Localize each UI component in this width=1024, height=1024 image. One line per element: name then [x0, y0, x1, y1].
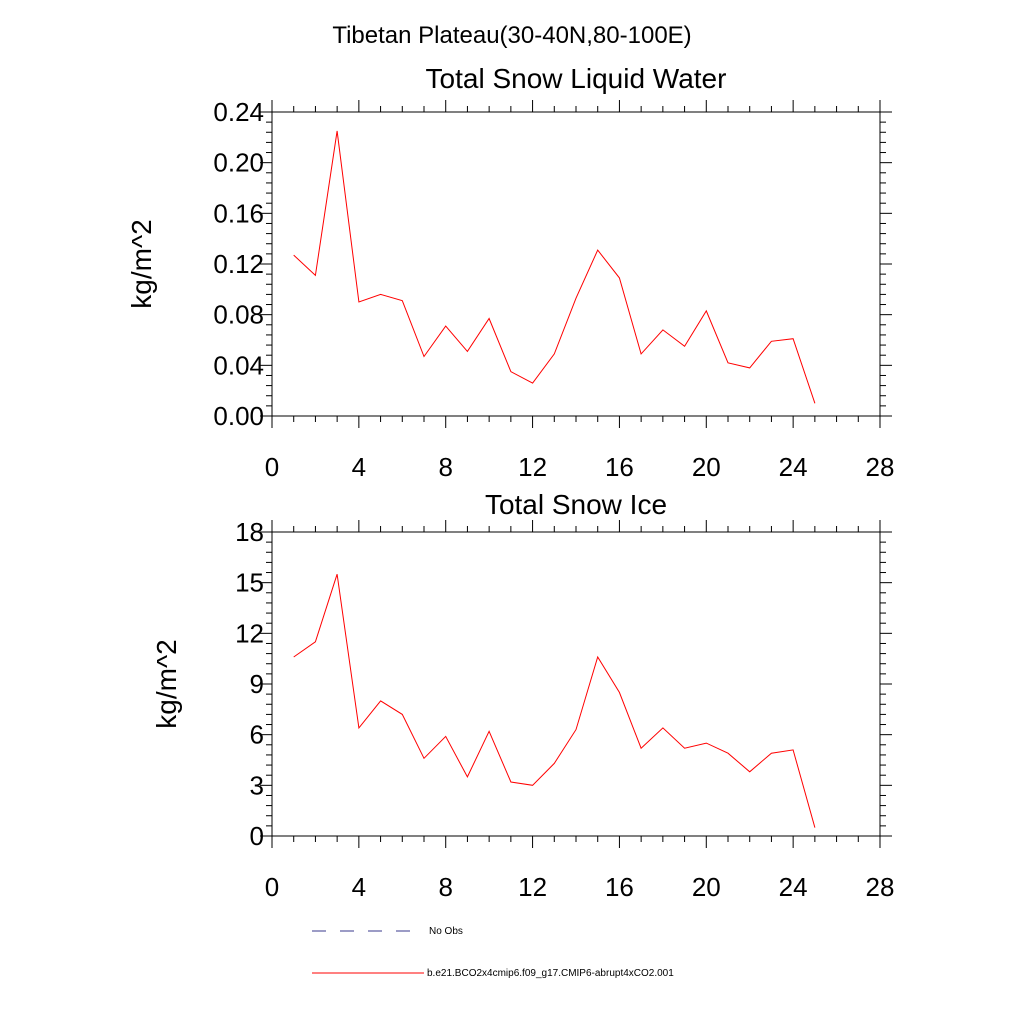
y-tick-label: 12: [235, 618, 264, 648]
y-tick-label: 0.20: [213, 148, 264, 178]
y-tick-label: 0.16: [213, 198, 264, 228]
x-tick-label: 16: [605, 872, 634, 902]
legend: No Obs b.e21.BCO2x4cmip6.f09_g17.CMIP6-a…: [312, 926, 674, 979]
x-tick-label: 20: [692, 452, 721, 482]
x-tick-label: 12: [518, 872, 547, 902]
y-tick-label: 6: [250, 720, 264, 750]
y-tick-label: 0.08: [213, 300, 264, 330]
x-tick-label: 4: [352, 872, 366, 902]
axis-ticks: [260, 520, 892, 848]
x-tick-label: 0: [265, 452, 279, 482]
plot-frame: [271, 531, 881, 837]
chart-title: Total Snow Liquid Water: [426, 63, 727, 94]
x-tick-label: 16: [605, 452, 634, 482]
y-tick-label: 15: [235, 568, 264, 598]
y-tick-label: 9: [250, 669, 264, 699]
x-tick-label: 8: [438, 872, 452, 902]
y-axis-label: kg/m^2: [151, 639, 182, 728]
x-tick-labels: 0 4 8 12 16 20 24 28: [265, 872, 895, 902]
y-tick-label: 0: [250, 821, 264, 851]
x-tick-label: 24: [779, 452, 808, 482]
y-tick-label: 18: [235, 517, 264, 547]
series-line: [293, 574, 816, 828]
y-tick-labels: 0 3 6 9 12 15 18: [235, 517, 264, 851]
x-tick-label: 20: [692, 872, 721, 902]
series-line: [293, 130, 816, 404]
legend-label-model: b.e21.BCO2x4cmip6.f09_g17.CMIP6-abrupt4x…: [427, 968, 674, 979]
x-tick-label: 4: [352, 452, 366, 482]
x-tick-labels: 0 4 8 12 16 20 24 28: [265, 452, 895, 482]
y-tick-label: 0.24: [213, 97, 264, 127]
figure-title: Tibetan Plateau(30-40N,80-100E): [332, 22, 691, 49]
x-tick-label: 28: [866, 452, 895, 482]
y-tick-label: 0.00: [213, 401, 264, 431]
x-tick-label: 28: [866, 872, 895, 902]
y-axis-label: kg/m^2: [126, 219, 157, 308]
y-tick-label: 3: [250, 770, 264, 800]
x-tick-label: 12: [518, 452, 547, 482]
axis-ticks: [260, 100, 892, 428]
x-tick-label: 0: [265, 872, 279, 902]
y-tick-label: 0.12: [213, 249, 264, 279]
y-tick-labels: 0.00 0.04 0.08 0.12 0.16 0.20 0.24: [213, 97, 264, 431]
x-tick-label: 24: [779, 872, 808, 902]
chart-title: Total Snow Ice: [485, 489, 667, 520]
y-tick-label: 0.04: [213, 350, 264, 380]
plot-frame: [271, 111, 881, 417]
legend-label-no-obs: No Obs: [429, 926, 463, 937]
chart-snow-liquid-water: Total Snow Liquid Water kg/m^2 0 4 8 12 16 20…: [126, 63, 894, 482]
x-tick-label: 8: [438, 452, 452, 482]
chart-snow-ice: Total Snow Ice kg/m^2 0 4 8 12 16 20 24 28 0 3 6 9…: [151, 489, 894, 902]
